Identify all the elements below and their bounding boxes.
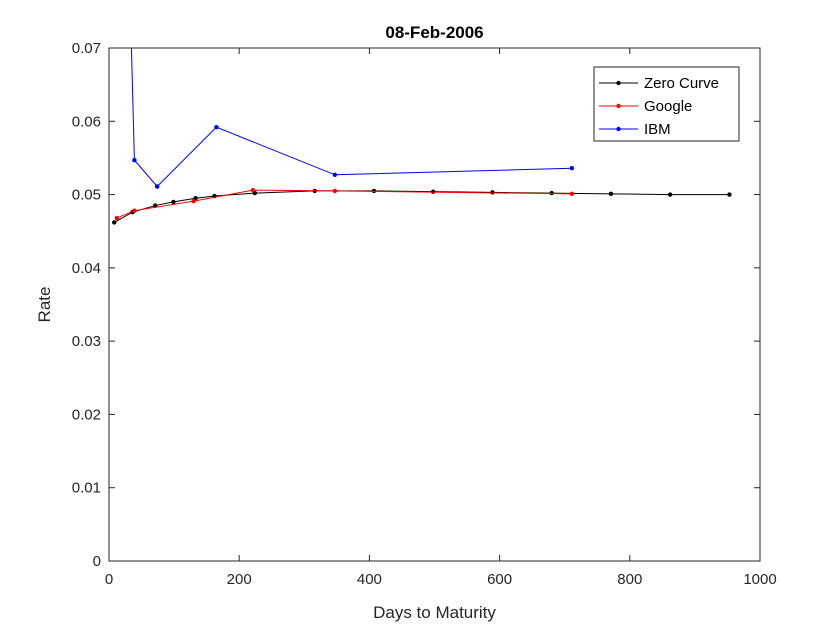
data-point-google: [114, 215, 120, 221]
data-point-google: [132, 208, 137, 213]
series-layer: [112, 9, 732, 225]
data-point-google: [569, 191, 575, 197]
x-tick-label: 1000: [743, 571, 776, 588]
legend: Zero Curve Google IBM: [593, 66, 740, 142]
legend-label-zero-curve: Zero Curve: [644, 75, 719, 92]
data-point-zero-curve: [112, 220, 117, 225]
data-point-ibm: [332, 172, 338, 177]
legend-marker-zero-curve: [616, 80, 621, 86]
data-point-ibm: [214, 124, 219, 130]
data-point-ibm: [569, 165, 575, 171]
data-point-google: [332, 188, 338, 194]
data-point-ibm: [128, 9, 132, 13]
data-point-ibm: [132, 157, 137, 163]
data-point-zero-curve: [608, 191, 614, 197]
data-point-google: [191, 198, 196, 204]
data-point-ibm: [154, 184, 160, 189]
legend-marker-ibm: [616, 126, 621, 132]
legend-label-google: Google: [644, 98, 692, 115]
x-tick-label: 400: [357, 571, 382, 588]
y-tick-label: 0.05: [72, 187, 101, 204]
chart-title: 08-Feb-2006: [385, 23, 483, 42]
data-point-zero-curve: [171, 199, 176, 205]
y-tick-label: 0.01: [72, 480, 101, 497]
legend-marker-google: [616, 103, 621, 109]
y-axis-label: Rate: [35, 287, 54, 323]
axes-box: [108, 47, 761, 562]
series-line-ibm: [130, 48, 572, 188]
y-axis: 0 0.01 0.02 0.03 0.04 0.05 0.06 0.07: [72, 40, 760, 570]
y-tick-label: 0.03: [72, 333, 101, 350]
x-tick-label: 0: [105, 571, 113, 588]
legend-label-ibm: IBM: [644, 121, 671, 138]
y-tick-label: 0.02: [72, 406, 101, 423]
x-axis: 0 200 400 600 800 1000: [105, 48, 777, 588]
x-tick-label: 800: [617, 571, 642, 588]
x-axis-label: Days to Maturity: [373, 603, 496, 622]
y-tick-label: 0.07: [72, 40, 101, 57]
data-point-zero-curve: [727, 192, 732, 197]
x-tick-label: 600: [487, 571, 512, 588]
data-point-google: [250, 187, 256, 193]
y-tick-label: 0.04: [72, 260, 101, 277]
data-point-zero-curve: [667, 192, 673, 197]
y-tick-label: 0: [93, 553, 101, 570]
series-line-google: [116, 189, 572, 219]
y-tick-label: 0.06: [72, 113, 101, 130]
x-tick-label: 200: [227, 571, 252, 588]
